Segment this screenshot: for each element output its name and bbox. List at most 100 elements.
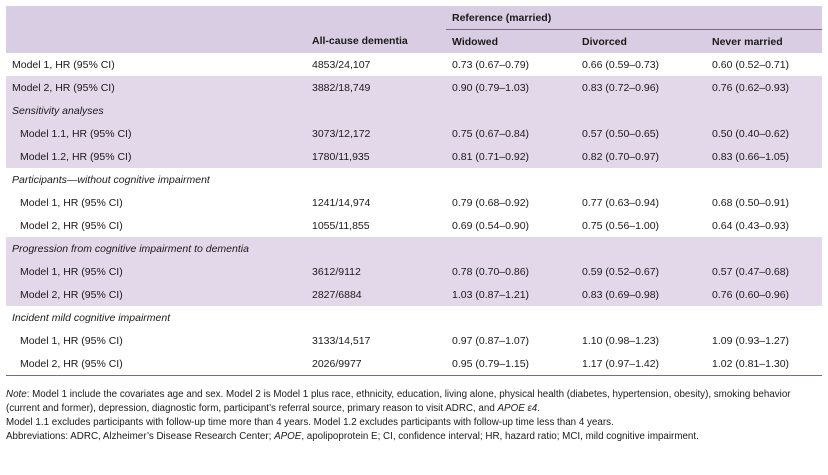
cell-divorced: 0.66 (0.59–0.73) bbox=[582, 58, 660, 71]
empty-cell bbox=[446, 306, 576, 329]
row-label: Model 1, HR (95% CI) bbox=[20, 196, 123, 209]
cell-divorced: 0.82 (0.70–0.97) bbox=[576, 145, 706, 168]
cell-all-cause-dementia: 4853/24,107 bbox=[312, 58, 371, 71]
empty-cell bbox=[446, 99, 576, 122]
cell-widowed: 0.90 (0.79–1.03) bbox=[446, 76, 576, 99]
row-label: Model 1.2, HR (95% CI) bbox=[6, 145, 306, 168]
cell-all-cause-dementia: 1780/11,935 bbox=[306, 145, 446, 168]
empty-cell bbox=[706, 237, 822, 260]
reference-label: Reference (married) bbox=[446, 6, 822, 30]
cell-all-cause-dementia: 2026/9977 bbox=[306, 352, 446, 376]
header-blank-cell bbox=[6, 29, 306, 53]
results-table: Reference (married) All-cause dementia W… bbox=[6, 6, 822, 376]
cell-widowed: 0.69 (0.54–0.90) bbox=[452, 219, 530, 232]
empty-cell bbox=[446, 237, 576, 260]
column-header-never-married: Never married bbox=[706, 29, 822, 53]
abbr-start: Abbreviations: ADRC, Alzheimer’s Disease… bbox=[6, 431, 275, 442]
section-row: Progression from cognitive impairment to… bbox=[6, 237, 822, 260]
note-paragraph: Note: Model 1 include the covariates age… bbox=[6, 388, 822, 416]
empty-cell bbox=[306, 99, 446, 122]
cell-all-cause-dementia: 3133/14,517 bbox=[312, 334, 371, 347]
cell-all-cause-dementia: 3073/12,172 bbox=[306, 122, 446, 145]
empty-cell bbox=[306, 168, 446, 191]
row-label: Model 1.1, HR (95% CI) bbox=[6, 122, 306, 145]
table-notes: Note: Model 1 include the covariates age… bbox=[6, 388, 822, 444]
column-header-divorced: Divorced bbox=[576, 29, 706, 53]
row-label: Model 1, HR (95% CI) bbox=[12, 58, 115, 71]
cell-widowed: 0.97 (0.87–1.07) bbox=[452, 334, 530, 347]
cell-divorced: 0.83 (0.69–0.98) bbox=[576, 283, 706, 306]
table-row: Model 1.2, HR (95% CI) 1780/11,935 0.81 (0… bbox=[6, 145, 822, 168]
empty-cell bbox=[306, 237, 446, 260]
empty-cell bbox=[576, 306, 706, 329]
table-row: Model 1, HR (95% CI) 3612/9112 0.78 (0.70–… bbox=[6, 260, 822, 283]
cell-widowed: 0.78 (0.70–0.86) bbox=[446, 260, 576, 283]
row-label: Model 1, HR (95% CI) bbox=[6, 260, 306, 283]
row-label: Model 2, HR (95% CI) bbox=[6, 283, 306, 306]
empty-cell bbox=[706, 99, 822, 122]
table-row: Model 1, HR (95% CI) 4853/24,107 0.73 (0.6… bbox=[6, 53, 822, 76]
cell-never-married: 0.57 (0.47–0.68) bbox=[706, 260, 822, 283]
abbr-apoe: APOE bbox=[274, 431, 302, 442]
section-label: Incident mild cognitive impairment bbox=[12, 311, 171, 324]
cell-divorced: 0.75 (0.56–1.00) bbox=[582, 219, 660, 232]
cell-all-cause-dementia: 1055/11,855 bbox=[312, 219, 370, 232]
section-row: Sensitivity analyses bbox=[6, 99, 822, 122]
cell-divorced: 0.59 (0.52–0.67) bbox=[576, 260, 706, 283]
cell-all-cause-dementia: 3882/18,749 bbox=[306, 76, 446, 99]
abbreviations: Abbreviations: ADRC, Alzheimer’s Disease… bbox=[6, 430, 822, 444]
row-label: Model 2, HR (95% CI) bbox=[20, 219, 123, 232]
header-blank-cell bbox=[6, 6, 306, 30]
empty-cell bbox=[576, 237, 706, 260]
cell-widowed: 0.73 (0.67–0.79) bbox=[452, 58, 530, 71]
section-row: Incident mild cognitive impairment bbox=[6, 306, 822, 329]
cell-widowed: 0.81 (0.71–0.92) bbox=[446, 145, 576, 168]
table-body: Model 1, HR (95% CI) 4853/24,107 0.73 (0.6… bbox=[6, 53, 822, 376]
cell-widowed: 0.79 (0.68–0.92) bbox=[452, 196, 530, 209]
empty-cell bbox=[576, 168, 706, 191]
cell-widowed: 0.75 (0.67–0.84) bbox=[446, 122, 576, 145]
column-header-widowed: Widowed bbox=[446, 29, 576, 53]
table-row: Model 2, HR (95% CI) 3882/18,749 0.90 (0.7… bbox=[6, 76, 822, 99]
cell-all-cause-dementia: 1241/14,974 bbox=[312, 196, 371, 209]
empty-cell bbox=[576, 99, 706, 122]
abbr-end: , apolipoprotein E; CI, confidence inter… bbox=[301, 431, 699, 442]
cell-divorced: 0.77 (0.63–0.94) bbox=[582, 196, 660, 209]
empty-cell bbox=[706, 168, 822, 191]
cell-all-cause-dementia: 3612/9112 bbox=[306, 260, 446, 283]
note-body: : Model 1 include the covariates age and… bbox=[6, 389, 791, 414]
cell-never-married: 0.83 (0.66–1.05) bbox=[706, 145, 822, 168]
column-header-all-cause-dementia: All-cause dementia bbox=[306, 29, 446, 53]
table-row: Model 2, HR (95% CI) 1055/11,855 0.69 (0.5… bbox=[6, 214, 822, 237]
cell-widowed: 0.95 (0.79–1.15) bbox=[446, 352, 576, 376]
empty-cell bbox=[306, 306, 446, 329]
cell-widowed: 1.03 (0.87–1.21) bbox=[446, 283, 576, 306]
empty-cell bbox=[706, 306, 822, 329]
cell-divorced: 0.57 (0.50–0.65) bbox=[576, 122, 706, 145]
section-label: Progression from cognitive impairment to… bbox=[6, 237, 306, 260]
table-row: Model 2, HR (95% CI) 2827/6884 1.03 (0.87–… bbox=[6, 283, 822, 306]
cell-never-married: 1.02 (0.81–1.30) bbox=[706, 352, 822, 376]
table-row: Model 1, HR (95% CI) 3133/14,517 0.97 (0.8… bbox=[6, 329, 822, 352]
table-row: Model 2, HR (95% CI) 2026/9977 0.95 (0.79–… bbox=[6, 352, 822, 376]
table-row: Model 1.1, HR (95% CI) 3073/12,172 0.75 (0… bbox=[6, 122, 822, 145]
note-apoe: APOE ε4 bbox=[497, 403, 538, 414]
cell-never-married: 0.68 (0.50–0.91) bbox=[712, 196, 790, 209]
cell-never-married: 0.60 (0.52–0.71) bbox=[712, 58, 790, 71]
table-row: Model 1, HR (95% CI) 1241/14,974 0.79 (0.6… bbox=[6, 191, 822, 214]
section-label: Participants—without cognitive impairmen… bbox=[12, 173, 210, 186]
note-label: Note bbox=[6, 389, 27, 400]
cell-divorced: 1.10 (0.98–1.23) bbox=[582, 334, 660, 347]
section-label: Sensitivity analyses bbox=[6, 99, 306, 122]
model-note: Model 1.1 excludes participants with fol… bbox=[6, 417, 614, 428]
note-end: . bbox=[537, 403, 540, 414]
cell-divorced: 1.17 (0.97–1.42) bbox=[576, 352, 706, 376]
cell-never-married: 0.76 (0.60–0.96) bbox=[706, 283, 822, 306]
section-row: Participants—without cognitive impairmen… bbox=[6, 168, 822, 191]
row-label: Model 2, HR (95% CI) bbox=[6, 76, 306, 99]
cell-never-married: 0.64 (0.43–0.93) bbox=[712, 219, 790, 232]
row-label: Model 2, HR (95% CI) bbox=[6, 352, 306, 376]
empty-cell bbox=[446, 168, 576, 191]
cell-divorced: 0.83 (0.72–0.96) bbox=[576, 76, 706, 99]
